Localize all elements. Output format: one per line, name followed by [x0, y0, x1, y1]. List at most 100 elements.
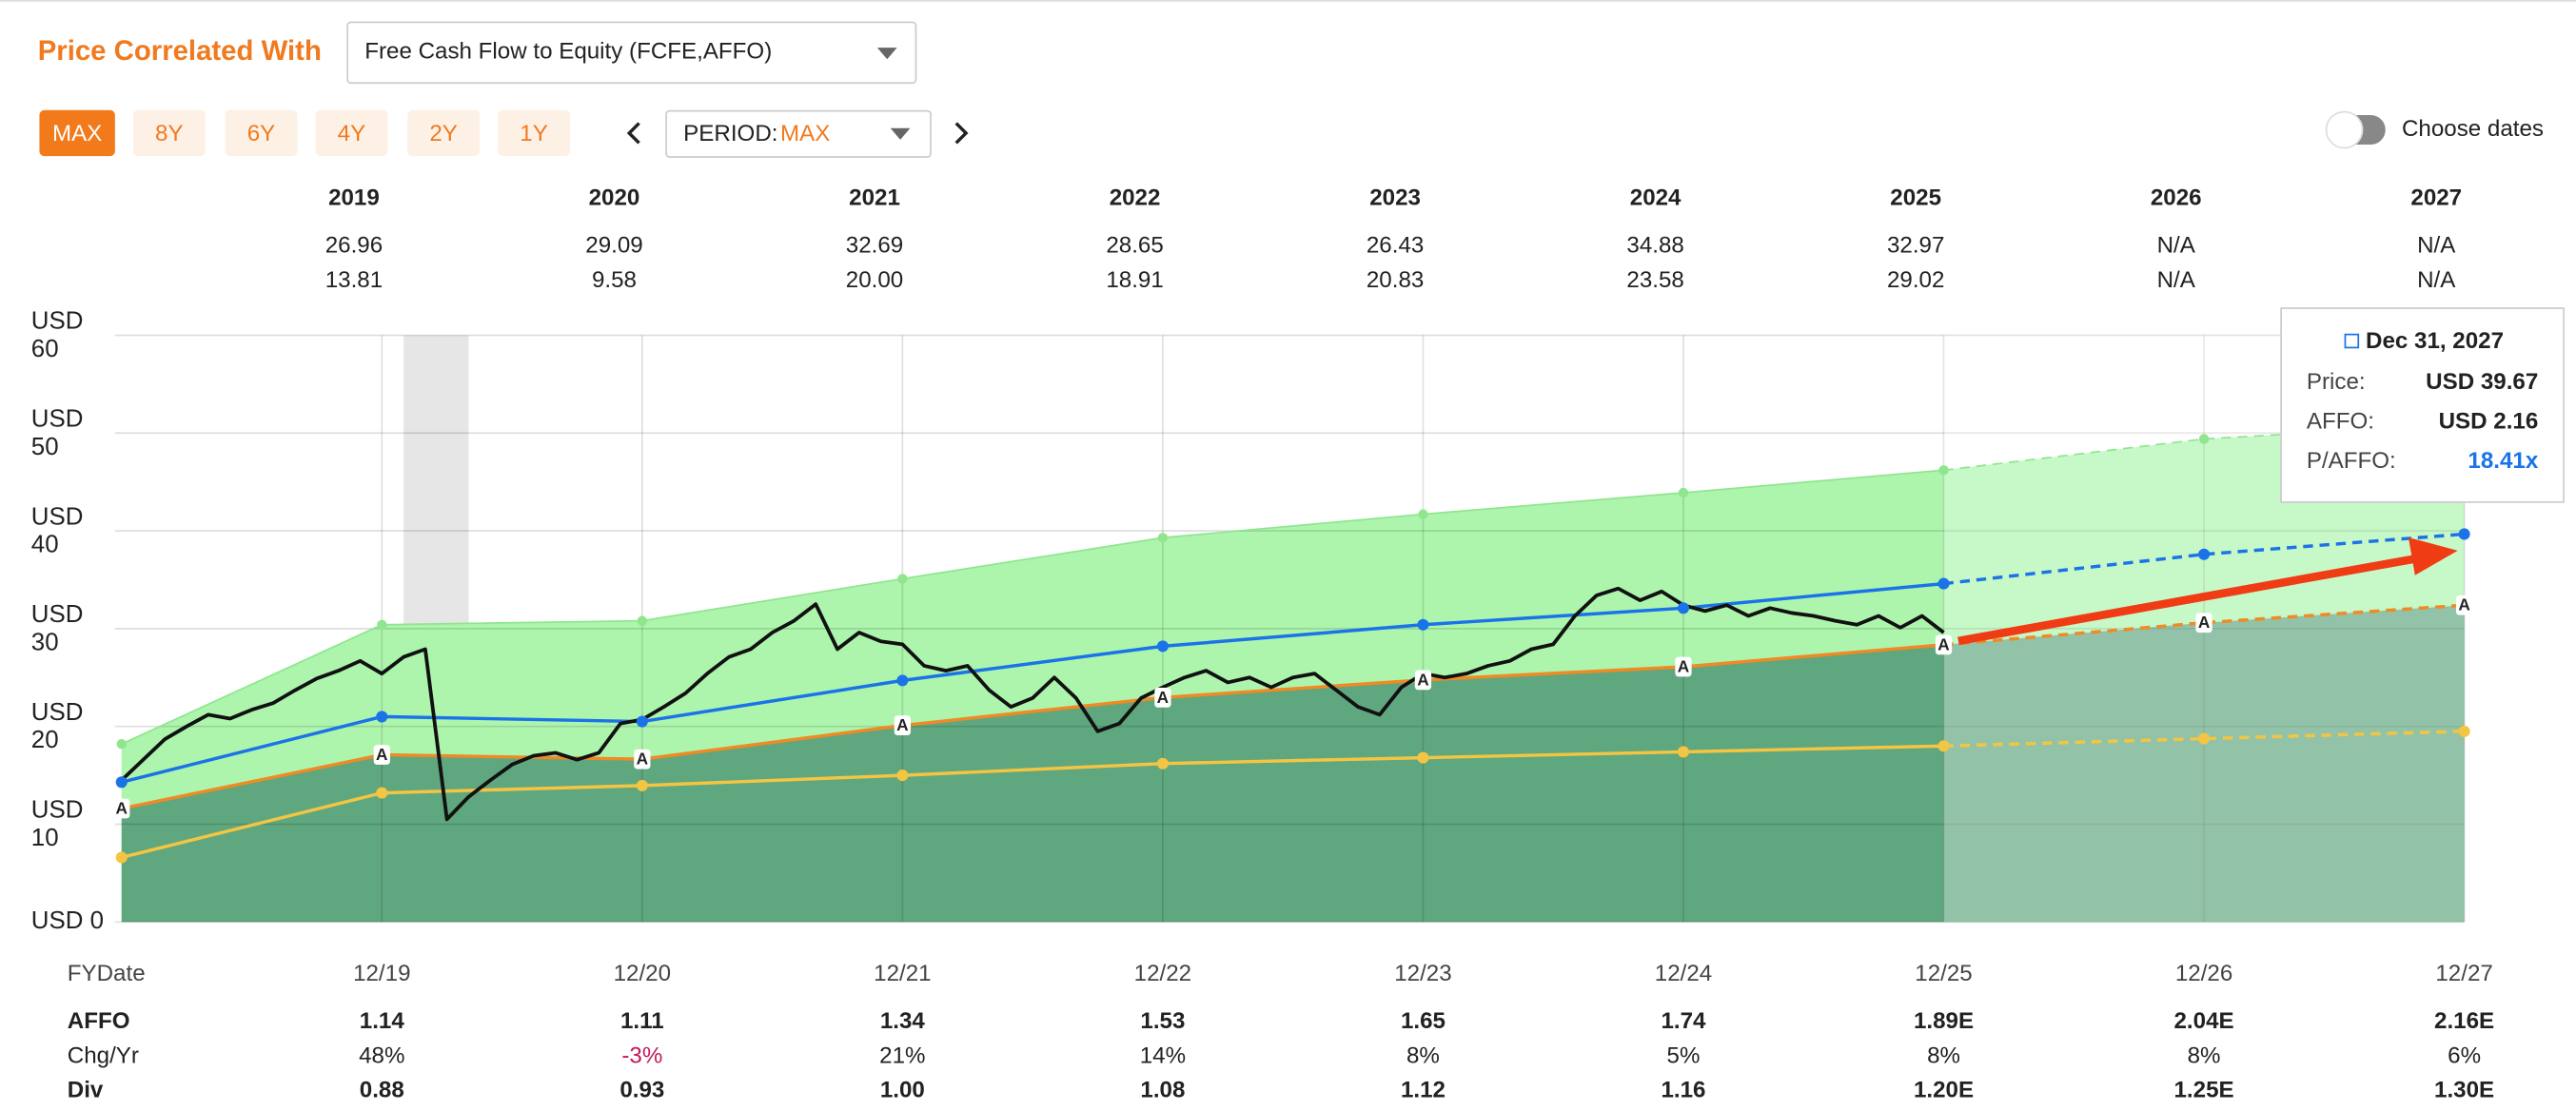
- dropdown-caret[interactable]: [876, 48, 897, 60]
- period-box[interactable]: [665, 109, 932, 158]
- row-cell: 21%: [879, 1043, 925, 1068]
- prev-arrow[interactable]: [626, 122, 640, 145]
- y-tick-label: USD 20: [31, 699, 90, 753]
- tooltip: Dec 31, 2027 Price: USD 39.67 AFFO: USD 2.1…: [2280, 307, 2565, 503]
- point-marker-label: A: [1157, 688, 1170, 707]
- period-value[interactable]: MAX: [780, 121, 830, 146]
- range-button-label[interactable]: 8Y: [155, 121, 184, 146]
- next-arrow[interactable]: [954, 122, 969, 145]
- fy-date: 12/25: [1915, 961, 1972, 986]
- point: [1937, 740, 1950, 752]
- series-line: [121, 469, 1944, 745]
- point: [2458, 528, 2470, 540]
- y-tick-label: USD 40: [31, 503, 90, 557]
- title: Price Correlated With: [38, 35, 322, 67]
- row-cell: 6%: [2448, 1043, 2481, 1068]
- series-line-forecast: [1943, 603, 2465, 647]
- point-marker-label: A: [116, 798, 128, 817]
- point: [1938, 465, 1949, 476]
- summary-year: 2019: [328, 185, 380, 210]
- summary-low: 20.00: [846, 267, 903, 293]
- summary-year: 2022: [1110, 185, 1161, 210]
- point: [1937, 577, 1950, 590]
- toggle[interactable]: Choose dates: [2325, 110, 2544, 149]
- row-cell: 1.74: [1661, 1008, 1706, 1034]
- point: [1417, 618, 1429, 631]
- period-label[interactable]: PERIOD:: [683, 121, 777, 146]
- range-button-label[interactable]: 1Y: [520, 121, 548, 146]
- point-marker-label: A: [1937, 634, 1950, 653]
- range-button-label[interactable]: MAX: [52, 121, 102, 146]
- range-button-label[interactable]: 6Y: [247, 121, 276, 146]
- point: [1156, 757, 1169, 770]
- point-marker: [2455, 594, 2473, 615]
- range-button[interactable]: [498, 109, 571, 157]
- point: [1418, 509, 1428, 519]
- point: [376, 787, 388, 799]
- summary-low: 20.83: [1367, 267, 1424, 293]
- summary-high: 26.43: [1367, 233, 1424, 259]
- chart: A A A A A A A A A A: [113, 334, 2473, 924]
- point: [1677, 602, 1690, 614]
- y-tick-label: USD 60: [31, 307, 90, 361]
- period-caret[interactable]: [890, 127, 911, 140]
- period-select[interactable]: PERIOD: MAX: [665, 109, 932, 158]
- summary-low: N/A: [2417, 267, 2456, 293]
- row-cell: 8%: [2188, 1043, 2221, 1068]
- range-button[interactable]: [315, 109, 388, 157]
- row-cell: 0.88: [360, 1078, 404, 1103]
- summary-year: 2020: [589, 185, 640, 210]
- point-marker-label: A: [376, 745, 388, 764]
- summary-high: 32.69: [846, 233, 903, 259]
- summary-high: 29.09: [585, 233, 642, 259]
- dropdown-text[interactable]: Free Cash Flow to Equity (FCFE,AFFO): [364, 39, 772, 65]
- point: [1678, 487, 1689, 498]
- point-marker: [634, 749, 651, 770]
- point: [2458, 725, 2470, 737]
- range-button-label[interactable]: 4Y: [338, 121, 366, 146]
- fy-date: 12/19: [353, 961, 410, 986]
- row-cell: 1.12: [1401, 1078, 1445, 1103]
- row-label: AFFO: [68, 1008, 130, 1034]
- point-marker: [113, 798, 130, 819]
- point-marker-label: A: [896, 715, 909, 734]
- y-tick-label: USD 30: [31, 601, 90, 655]
- y-tick-label: USD 0: [31, 907, 104, 934]
- range-button[interactable]: [225, 109, 298, 157]
- row-cell: 1.11: [620, 1008, 664, 1034]
- summary-high: 26.96: [325, 233, 383, 259]
- dropdown[interactable]: Free Cash Flow to Equity (FCFE,AFFO): [346, 21, 917, 85]
- summary-year: 2025: [1890, 185, 1941, 210]
- point: [376, 711, 388, 723]
- tooltip-icon: [2344, 333, 2360, 349]
- point: [636, 779, 648, 791]
- range-button[interactable]: [39, 109, 115, 157]
- fy-date: 12/26: [2175, 961, 2232, 986]
- point-marker: [2195, 613, 2212, 633]
- point: [1156, 640, 1169, 653]
- row-cell: -3%: [621, 1043, 662, 1068]
- dropdown-box[interactable]: [346, 21, 917, 85]
- point: [116, 739, 127, 750]
- row-label: Chg/Yr: [68, 1043, 139, 1068]
- fy-label: FYDate: [68, 961, 146, 986]
- point-marker-label: A: [1678, 656, 1690, 675]
- row-label: Div: [68, 1078, 104, 1103]
- range-button-label[interactable]: 2Y: [429, 121, 458, 146]
- toggle-label[interactable]: Choose dates: [2402, 116, 2544, 142]
- toggle-knob[interactable]: [2325, 110, 2364, 149]
- price-line: [120, 586, 1945, 822]
- summary-low: 13.81: [325, 267, 383, 293]
- tooltip-value: USD 39.67: [2426, 369, 2538, 395]
- series-line: [121, 744, 1944, 860]
- row-cell: 8%: [1927, 1043, 1960, 1068]
- tooltip-value: 18.41x: [2468, 448, 2538, 474]
- row-cell: 1.65: [1401, 1008, 1445, 1034]
- summary-high: N/A: [2157, 233, 2196, 259]
- range-button[interactable]: [407, 109, 481, 157]
- point-marker: [1154, 687, 1171, 708]
- row-cell: 1.53: [1140, 1008, 1185, 1034]
- row-cell: 1.34: [880, 1008, 926, 1034]
- summary-year: 2026: [2151, 185, 2202, 210]
- range-button[interactable]: [132, 109, 206, 157]
